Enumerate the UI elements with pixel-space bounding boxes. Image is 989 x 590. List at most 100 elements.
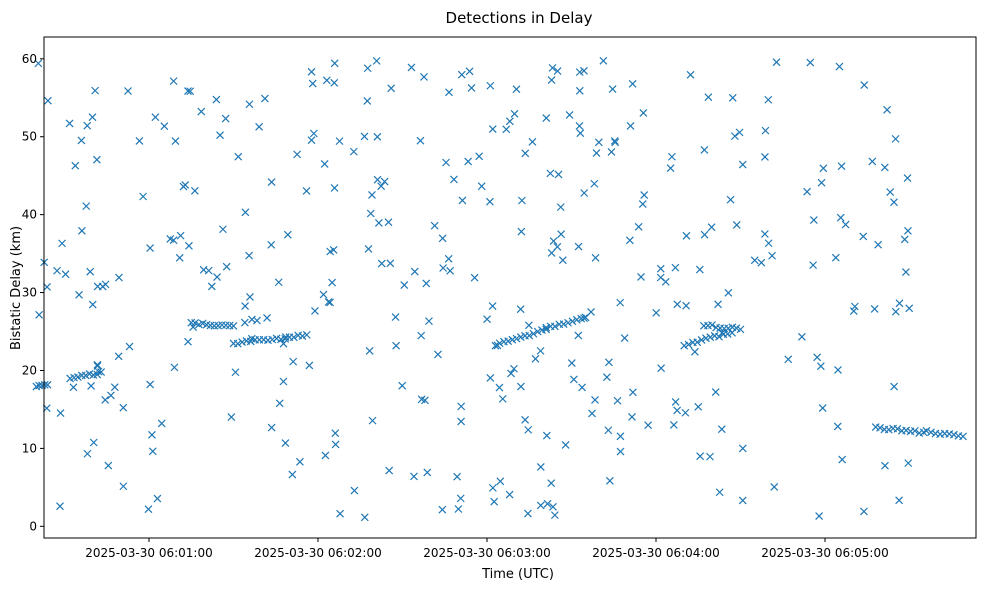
data-point xyxy=(213,273,221,281)
data-point xyxy=(114,352,123,361)
data-point xyxy=(533,327,542,336)
data-point xyxy=(391,313,400,321)
data-point xyxy=(860,81,869,90)
data-point xyxy=(176,231,185,240)
data-point xyxy=(384,218,393,227)
data-point xyxy=(61,270,70,279)
data-point xyxy=(768,251,777,260)
data-point xyxy=(543,499,552,508)
data-point xyxy=(818,404,827,412)
data-point xyxy=(330,183,339,192)
data-point xyxy=(430,221,439,230)
data-point xyxy=(521,415,530,424)
data-point xyxy=(905,304,914,313)
data-point xyxy=(420,72,428,81)
data-point xyxy=(446,266,455,275)
data-point xyxy=(157,419,166,428)
data-point xyxy=(682,301,691,310)
data-point xyxy=(547,76,556,84)
data-point xyxy=(486,374,495,382)
data-point xyxy=(569,375,578,384)
data-point xyxy=(536,463,545,471)
data-point xyxy=(637,273,645,281)
data-point xyxy=(77,226,86,235)
data-point xyxy=(199,265,208,274)
data-point xyxy=(330,78,339,87)
data-point xyxy=(311,307,319,315)
data-point xyxy=(904,459,913,468)
data-point xyxy=(445,88,453,97)
data-point xyxy=(450,175,458,184)
data-point xyxy=(457,70,466,79)
data-point xyxy=(760,230,769,238)
data-point xyxy=(817,178,826,187)
data-point xyxy=(207,282,216,291)
data-point xyxy=(806,58,815,67)
data-point xyxy=(900,235,909,244)
data-point xyxy=(153,494,162,503)
data-point xyxy=(233,339,242,348)
data-point xyxy=(504,337,513,346)
data-point xyxy=(732,220,741,229)
data-point xyxy=(553,67,562,76)
data-point xyxy=(591,396,599,404)
data-point xyxy=(568,317,577,326)
data-point xyxy=(564,318,572,327)
data-point xyxy=(293,150,302,159)
data-point xyxy=(850,302,859,311)
data-point xyxy=(895,299,904,308)
data-point xyxy=(407,63,416,72)
data-point xyxy=(610,136,619,145)
data-point xyxy=(488,125,497,134)
data-point xyxy=(613,396,622,405)
data-point xyxy=(241,208,250,217)
data-point xyxy=(488,302,497,310)
data-point xyxy=(88,300,97,309)
data-point xyxy=(764,239,773,248)
data-point xyxy=(101,280,110,289)
data-point xyxy=(620,334,629,342)
data-point xyxy=(135,136,144,145)
data-point xyxy=(434,350,442,359)
data-point xyxy=(53,266,61,275)
data-point xyxy=(453,472,462,481)
data-point xyxy=(531,354,540,363)
data-point xyxy=(442,158,450,167)
data-point xyxy=(219,225,227,234)
data-point xyxy=(730,132,739,141)
data-point xyxy=(574,242,583,251)
data-point xyxy=(410,472,418,481)
data-point xyxy=(423,468,432,477)
data-point xyxy=(718,328,727,337)
data-point xyxy=(119,482,128,491)
data-point xyxy=(797,332,806,341)
data-point xyxy=(35,310,44,319)
data-point xyxy=(684,340,693,349)
data-point xyxy=(580,66,588,75)
y-tick-label: 30 xyxy=(22,286,37,300)
data-point xyxy=(40,380,49,389)
data-point xyxy=(549,237,558,246)
data-point xyxy=(575,122,584,130)
data-point xyxy=(190,186,199,195)
data-point xyxy=(588,409,596,418)
plot-frame xyxy=(43,36,977,539)
data-point xyxy=(661,277,670,286)
data-point xyxy=(816,362,825,371)
data-point xyxy=(498,394,507,403)
data-point xyxy=(417,395,426,404)
data-point xyxy=(809,261,818,270)
data-point xyxy=(640,191,649,199)
data-point xyxy=(524,509,532,518)
data-point xyxy=(227,413,236,421)
data-point xyxy=(697,336,706,344)
data-point xyxy=(274,278,283,287)
data-point xyxy=(255,122,264,131)
x-axis-ticks: 2025-03-30 06:01:00 2025-03-30 06:02:00 20… xyxy=(85,538,889,560)
data-point xyxy=(360,513,369,522)
data-point xyxy=(166,234,175,243)
data-point xyxy=(580,189,589,197)
data-point xyxy=(694,402,703,411)
data-point xyxy=(738,496,747,505)
